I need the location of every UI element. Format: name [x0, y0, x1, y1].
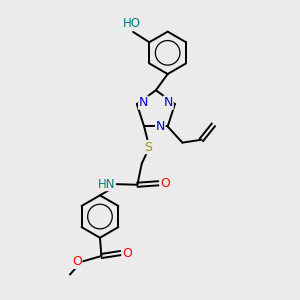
Text: O: O: [160, 177, 170, 190]
Text: N: N: [164, 96, 173, 109]
Text: S: S: [144, 141, 152, 154]
Text: HO: HO: [123, 17, 141, 30]
Text: HN: HN: [98, 178, 116, 191]
Text: N: N: [156, 120, 165, 133]
Text: O: O: [72, 255, 82, 268]
Text: O: O: [122, 247, 132, 260]
Text: N: N: [139, 96, 148, 109]
